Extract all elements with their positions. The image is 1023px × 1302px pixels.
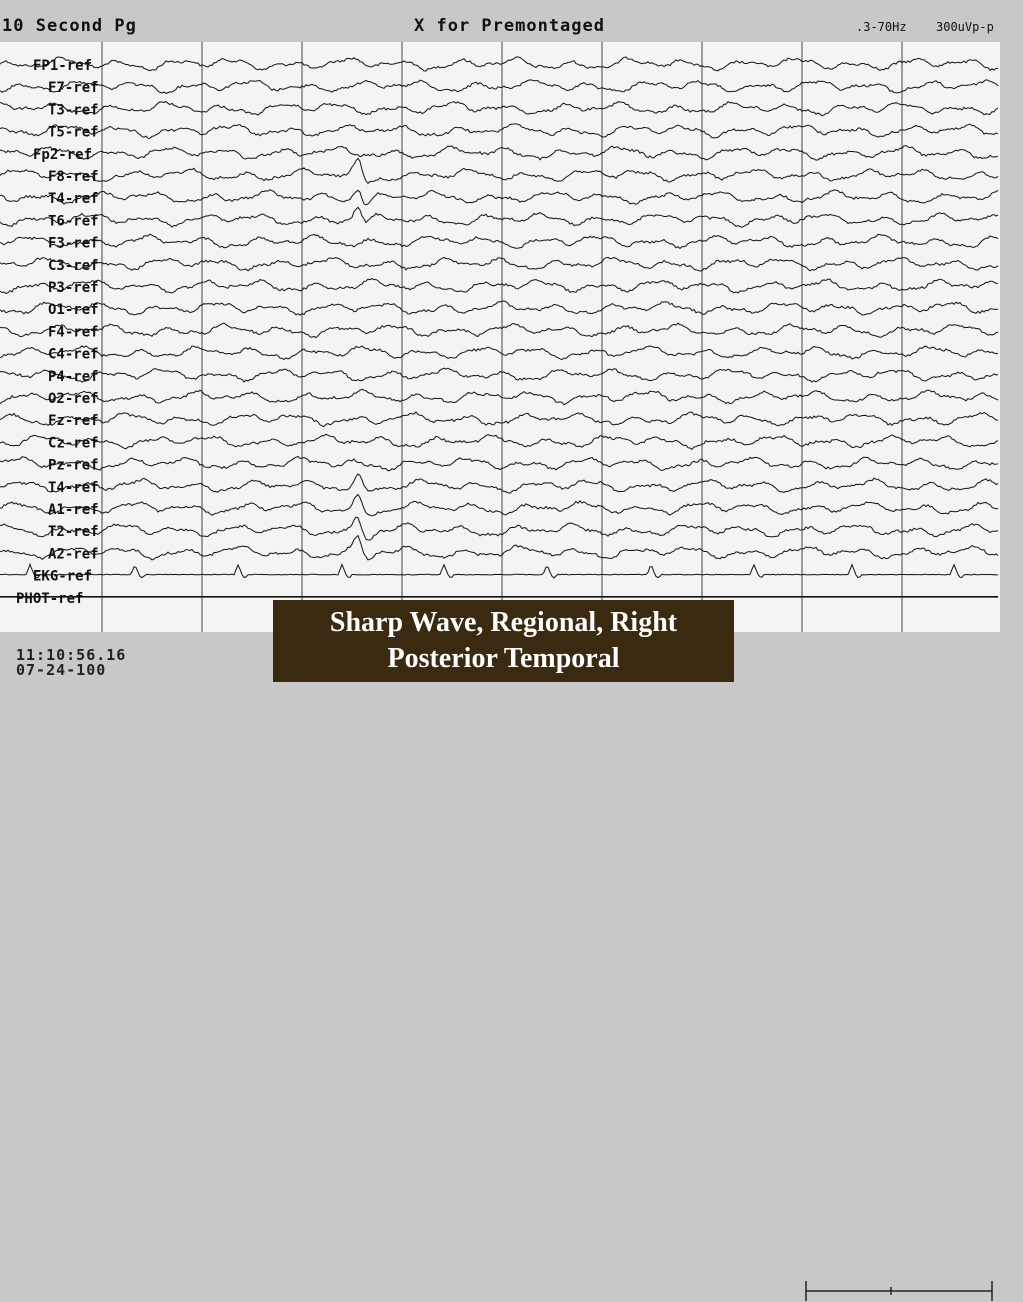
channel-trace <box>0 233 999 250</box>
channel-trace <box>0 411 999 428</box>
channel-label[interactable]: O2-ref <box>48 391 99 407</box>
eeg-trace-area[interactable]: FP1-ref F7-ref T3-ref T5-ref Fp2-ref F8-ref T4… <box>0 42 1000 632</box>
channel-label[interactable]: T3-ref <box>48 102 99 118</box>
channel-label[interactable]: T4-ref <box>48 480 99 496</box>
channel-trace <box>0 388 999 406</box>
time-scale-bar <box>805 1281 993 1301</box>
channel-label[interactable]: FP1-ref <box>33 58 92 74</box>
time-value: 11:10:56.16 <box>16 646 127 664</box>
channel-label[interactable]: T2-ref <box>48 524 99 540</box>
channel-trace <box>0 367 999 383</box>
channel-label[interactable]: C4-ref <box>48 347 99 363</box>
channel-trace <box>0 157 999 185</box>
channel-trace <box>0 123 999 139</box>
channel-trace <box>0 322 999 339</box>
eeg-traces: FP1-ref F7-ref T3-ref T5-ref Fp2-ref F8-ref T4… <box>0 42 999 632</box>
channel-label[interactable]: PHOT-ref <box>16 591 83 607</box>
channel-label[interactable]: Cz-ref <box>48 435 99 451</box>
channel-label[interactable]: P3-ref <box>48 280 99 296</box>
channel-trace <box>0 493 999 517</box>
channel-trace <box>0 300 999 316</box>
channel-label[interactable]: T5-ref <box>48 125 99 141</box>
channel-label[interactable]: F8-ref <box>48 169 99 185</box>
caption-line-2: Posterior Temporal <box>387 643 620 674</box>
channel-trace <box>0 100 999 117</box>
channel-trace <box>0 433 999 451</box>
channel-label[interactable]: F7-ref <box>48 80 99 96</box>
channel-trace <box>0 534 999 561</box>
date-value: 07-24-100 <box>16 661 107 679</box>
channel-trace <box>0 144 999 161</box>
channel-label[interactable]: C3-ref <box>48 258 99 274</box>
channel-label[interactable]: Fz-ref <box>48 413 99 429</box>
caption-box: Sharp Wave, Regional, Right Posterior Te… <box>273 600 734 682</box>
channel-trace <box>0 455 999 472</box>
channel-trace <box>0 473 999 494</box>
channel-label[interactable]: Fp2-ref <box>33 147 92 163</box>
channel-label[interactable]: F3-ref <box>48 236 99 252</box>
channel-label[interactable]: F4-ref <box>48 324 99 340</box>
channel-label[interactable]: O1-ref <box>48 302 99 318</box>
channel-label[interactable]: Pz-ref <box>48 458 99 474</box>
channel-trace <box>0 256 999 272</box>
page-setting-label[interactable]: 10 Second Pg <box>2 16 137 36</box>
channel-trace <box>0 278 998 295</box>
timestamp: 11:10:56.16 07-24-100 <box>16 648 126 678</box>
channel-label[interactable]: EKG-ref <box>33 569 92 585</box>
channel-label[interactable]: A2-ref <box>48 546 99 562</box>
filter-setting[interactable]: .3-70Hz <box>856 20 907 34</box>
channel-label[interactable]: T6-ref <box>48 213 99 229</box>
montage-hint-label: X for Premontaged <box>414 16 605 36</box>
channel-trace <box>0 516 999 541</box>
channel-label[interactable]: T4-ref <box>48 191 99 207</box>
channel-trace <box>0 79 999 94</box>
channel-label[interactable]: A1-ref <box>48 502 99 518</box>
caption-line-1: Sharp Wave, Regional, Right <box>329 607 678 638</box>
channel-label[interactable]: P4-ref <box>48 369 99 385</box>
gain-setting[interactable]: 300uVp-p <box>936 20 994 34</box>
channel-trace <box>0 189 999 206</box>
channel-trace <box>0 562 998 579</box>
channel-trace <box>0 56 999 72</box>
channel-trace <box>0 345 999 361</box>
header-bar: 10 Second Pg X for Premontaged .3-70Hz 3… <box>0 0 1023 42</box>
channel-trace <box>0 206 999 228</box>
